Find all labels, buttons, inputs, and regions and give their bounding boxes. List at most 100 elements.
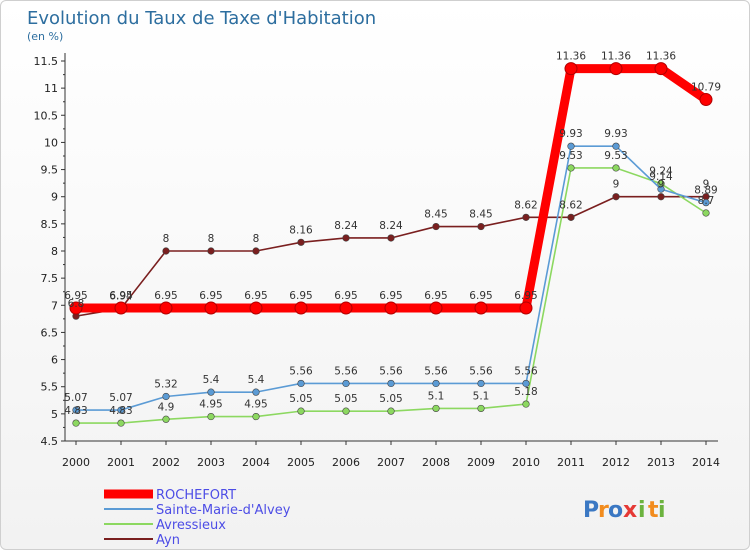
y-tick-label: 4.5: [41, 435, 59, 448]
data-label: 5.05: [379, 393, 402, 405]
x-tick-label: 2007: [377, 456, 405, 469]
data-label: 4.83: [109, 405, 132, 417]
data-point: [297, 238, 305, 246]
proxiti-logo: Pr o x i t i: [583, 498, 666, 523]
data-point: [342, 379, 350, 388]
x-tick-label: 2011: [557, 456, 585, 469]
data-label: 8: [163, 233, 170, 245]
data-point: [387, 379, 395, 388]
data-point: [114, 301, 128, 315]
data-label: 8.24: [379, 220, 403, 232]
data-label: 4.95: [244, 399, 267, 411]
y-tick-label: 5.5: [41, 381, 59, 394]
data-point: [342, 234, 350, 242]
data-label: 6.8: [68, 298, 85, 310]
y-tick-label: 6.5: [41, 326, 59, 339]
chart-subtitle: (en %): [27, 30, 63, 43]
legend-label: Avressieux: [156, 518, 226, 533]
x-tick-label: 2001: [107, 456, 135, 469]
data-point: [252, 388, 260, 396]
data-label: 6.95: [469, 290, 492, 302]
data-label: 9: [613, 179, 620, 191]
data-point: [699, 93, 713, 107]
data-point: [567, 213, 575, 221]
y-tick-label: 7.5: [41, 272, 59, 285]
y-tick-label: 5: [51, 408, 58, 421]
data-label: 8.45: [424, 209, 447, 221]
y-tick-label: 9: [51, 191, 58, 204]
data-point: [162, 247, 170, 255]
y-tick-label: 8: [51, 245, 58, 258]
x-tick-label: 2009: [467, 456, 495, 469]
data-point: [654, 62, 668, 76]
logo-letter: o: [608, 498, 623, 523]
data-point: [72, 419, 80, 427]
data-point: [159, 301, 173, 315]
data-label: 5.56: [289, 365, 313, 377]
data-label: 9.93: [604, 128, 627, 140]
x-tick-label: 2003: [197, 456, 225, 469]
legend-label: ROCHEFORT: [156, 488, 236, 503]
data-label: 6.95: [514, 290, 537, 302]
data-label: 8.62: [559, 199, 582, 211]
data-point: [117, 406, 125, 414]
data-label: 5.1: [473, 390, 490, 402]
logo-letter: P: [583, 498, 599, 523]
data-point: [207, 412, 215, 421]
data-point: [564, 62, 578, 76]
x-tick-label: 2000: [62, 456, 90, 469]
data-point: [432, 379, 440, 388]
data-label: 8.89: [694, 185, 717, 197]
data-label: 4.9: [158, 401, 175, 413]
data-label: 5.07: [109, 392, 132, 404]
y-tick-label: 10: [44, 136, 58, 149]
data-label: 5.56: [379, 365, 403, 377]
data-label: 9.14: [649, 171, 673, 183]
data-point: [432, 404, 440, 413]
data-label: 11.36: [556, 51, 586, 63]
data-point: [294, 301, 308, 315]
data-label: 6.95: [154, 290, 177, 302]
data-point: [522, 213, 530, 221]
data-label: 11.36: [601, 51, 631, 63]
x-tick-label: 2005: [287, 456, 315, 469]
data-label: 8: [253, 233, 260, 245]
data-label: 11.36: [646, 51, 676, 63]
x-tick-label: 2013: [647, 456, 675, 469]
data-point: [519, 301, 533, 315]
data-point: [657, 185, 665, 193]
data-point: [612, 142, 620, 150]
data-point: [252, 247, 260, 255]
data-point: [387, 407, 395, 415]
y-tick-label: 11: [44, 82, 58, 95]
data-label: 8.7: [698, 195, 715, 207]
data-label: 8.62: [514, 199, 537, 211]
data-point: [702, 199, 710, 207]
data-labels-layer: 6.95 6.95 6.95 6.95 6.95 6.95 6.95 6.95 6.95 6.95…: [64, 51, 721, 417]
data-label: 5.56: [424, 365, 448, 377]
data-point: [204, 301, 218, 315]
data-point: [429, 301, 443, 315]
data-label: 8.16: [289, 224, 313, 236]
data-label: 5.4: [248, 374, 265, 386]
data-point: [69, 301, 83, 315]
data-point: [207, 247, 215, 255]
data-label: 5.56: [514, 365, 538, 377]
logo-letter: r: [598, 498, 609, 523]
data-point: [207, 388, 215, 396]
data-point: [522, 379, 530, 388]
data-point: [657, 193, 665, 201]
data-label: 8.24: [334, 220, 358, 232]
y-tick-label: 6: [51, 354, 58, 367]
legend: ROCHEFORTSainte-Marie-d'AlveyAvressieuxA…: [104, 488, 291, 548]
data-label: 5.05: [289, 393, 312, 405]
data-label: 9: [703, 179, 710, 191]
data-point: [117, 419, 125, 427]
x-tick-label: 2004: [242, 456, 270, 469]
y-tick-label: 7: [51, 299, 58, 312]
data-label: 5.56: [469, 365, 493, 377]
data-point: [567, 164, 575, 172]
y-tick-label: 10.5: [34, 109, 59, 122]
